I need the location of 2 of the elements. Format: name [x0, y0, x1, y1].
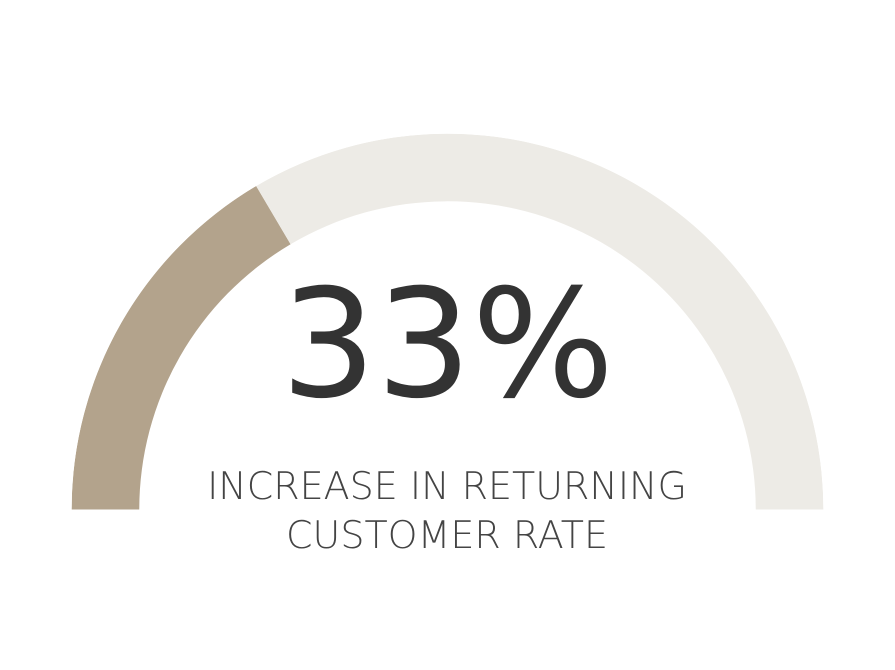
text: INCREASE IN RETURNING CUSTOMER RATE	[206, 463, 688, 560]
text: 33%	[280, 258, 616, 432]
